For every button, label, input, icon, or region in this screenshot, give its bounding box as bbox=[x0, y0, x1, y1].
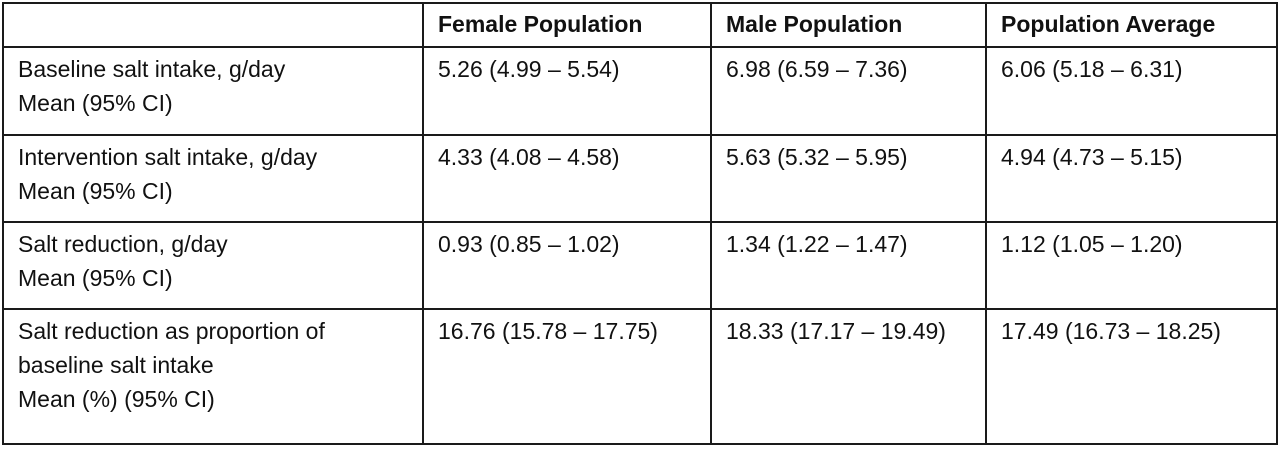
header-male-population: Male Population bbox=[710, 1, 987, 49]
cell-average: 6.06 (5.18 – 6.31) bbox=[985, 46, 1278, 136]
cell-average: 4.94 (4.73 – 5.15) bbox=[985, 133, 1278, 223]
cell-value: 5.63 (5.32 – 5.95) bbox=[726, 143, 908, 170]
row-label-line: baseline salt intake bbox=[18, 352, 214, 379]
cell-value: 4.33 (4.08 – 4.58) bbox=[438, 143, 620, 170]
cell-value: 6.98 (6.59 – 7.36) bbox=[726, 56, 908, 83]
cell-value: 1.12 (1.05 – 1.20) bbox=[1001, 230, 1183, 257]
cell-value: 18.33 (17.17 – 19.49) bbox=[726, 318, 946, 345]
row-label-line: Salt reduction as proportion of bbox=[18, 318, 325, 345]
row-label-line: Baseline salt intake, g/day bbox=[18, 56, 286, 83]
table-row: Salt reduction, g/day Mean (95% CI) 0.93… bbox=[2, 220, 1278, 311]
row-label-line: Intervention salt intake, g/day bbox=[18, 143, 318, 170]
table-row: Baseline salt intake, g/day Mean (95% CI… bbox=[2, 46, 1278, 136]
cell-average: 1.12 (1.05 – 1.20) bbox=[985, 220, 1278, 311]
row-label: Intervention salt intake, g/day Mean (95… bbox=[2, 133, 424, 223]
cell-value: 4.94 (4.73 – 5.15) bbox=[1001, 143, 1183, 170]
row-label-line: Mean (95% CI) bbox=[18, 90, 173, 117]
row-label-line: Mean (%) (95% CI) bbox=[18, 386, 215, 413]
table-row: Salt reduction as proportion of baseline… bbox=[2, 308, 1278, 445]
row-label-line: Mean (95% CI) bbox=[18, 264, 173, 291]
cell-value: 5.26 (4.99 – 5.54) bbox=[438, 56, 620, 83]
cell-male: 6.98 (6.59 – 7.36) bbox=[710, 46, 987, 136]
table-header-row: Female Population Male Population Popula… bbox=[2, 1, 1278, 49]
cell-value: 1.34 (1.22 – 1.47) bbox=[726, 230, 908, 257]
header-cell-empty bbox=[2, 1, 424, 49]
cell-male: 18.33 (17.17 – 19.49) bbox=[710, 308, 987, 445]
cell-female: 5.26 (4.99 – 5.54) bbox=[422, 46, 712, 136]
cell-male: 1.34 (1.22 – 1.47) bbox=[710, 220, 987, 311]
cell-value: 17.49 (16.73 – 18.25) bbox=[1001, 318, 1221, 345]
header-population-average: Population Average bbox=[985, 1, 1278, 49]
row-label: Salt reduction as proportion of baseline… bbox=[2, 308, 424, 445]
row-label: Salt reduction, g/day Mean (95% CI) bbox=[2, 220, 424, 311]
row-label-line: Mean (95% CI) bbox=[18, 177, 173, 204]
cell-female: 16.76 (15.78 – 17.75) bbox=[422, 308, 712, 445]
cell-female: 4.33 (4.08 – 4.58) bbox=[422, 133, 712, 223]
cell-value: 0.93 (0.85 – 1.02) bbox=[438, 230, 620, 257]
cell-female: 0.93 (0.85 – 1.02) bbox=[422, 220, 712, 311]
row-label: Baseline salt intake, g/day Mean (95% CI… bbox=[2, 46, 424, 136]
row-label-line: Salt reduction, g/day bbox=[18, 230, 228, 257]
cell-average: 17.49 (16.73 – 18.25) bbox=[985, 308, 1278, 445]
cell-male: 5.63 (5.32 – 5.95) bbox=[710, 133, 987, 223]
cell-value: 16.76 (15.78 – 17.75) bbox=[438, 318, 658, 345]
table-row: Intervention salt intake, g/day Mean (95… bbox=[2, 133, 1278, 223]
header-female-population: Female Population bbox=[422, 1, 712, 49]
cell-value: 6.06 (5.18 – 6.31) bbox=[1001, 56, 1183, 83]
